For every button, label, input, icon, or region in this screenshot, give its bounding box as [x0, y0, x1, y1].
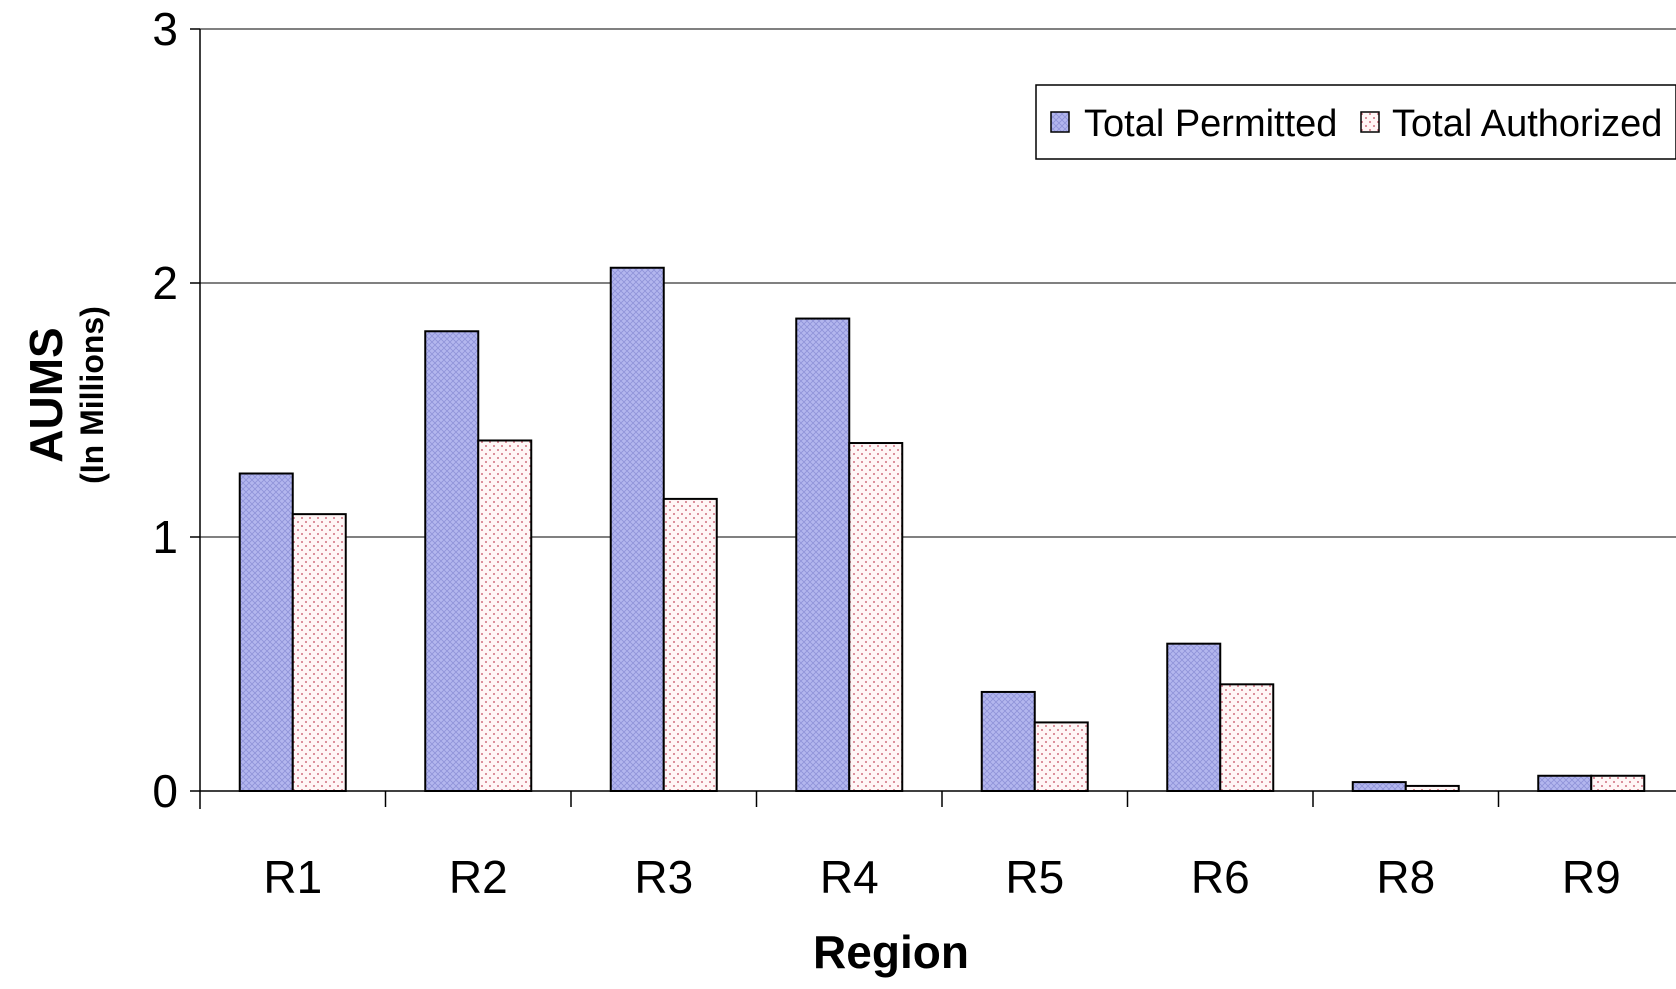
bar-total-permitted-r2 [425, 331, 478, 791]
bar-total-authorized-r4 [849, 443, 902, 791]
legend: Total Permitted Total Authorized [1036, 85, 1676, 159]
bar-total-authorized-r9 [1591, 776, 1644, 791]
bar-total-authorized-r6 [1220, 684, 1273, 791]
y-tick-label: 3 [152, 3, 178, 55]
y-tick-label: 1 [152, 511, 178, 563]
y-axis-title: AUMS [20, 327, 72, 462]
y-axis-subtitle: (In Millions) [74, 306, 110, 484]
bar-total-authorized-r5 [1035, 722, 1088, 791]
bar-total-permitted-r1 [240, 474, 293, 792]
x-tick-label: R2 [449, 851, 508, 903]
x-axis-title: Region [813, 926, 969, 978]
bar-total-permitted-r5 [982, 692, 1035, 791]
bar-total-authorized-r2 [478, 440, 531, 791]
bar-total-authorized-r1 [293, 514, 346, 791]
bar-total-permitted-r3 [611, 268, 664, 791]
bar-total-permitted-r4 [796, 319, 849, 791]
bar-total-authorized-r3 [664, 499, 717, 791]
bars [240, 268, 1645, 791]
legend-swatch-authorized [1361, 112, 1379, 132]
x-tick-label: R9 [1562, 851, 1621, 903]
y-tick-label: 0 [152, 765, 178, 817]
legend-label-authorized: Total Authorized [1392, 103, 1662, 145]
bar-total-permitted-r8 [1353, 782, 1406, 791]
x-tick-label: R4 [820, 851, 879, 903]
x-tick-label: R3 [634, 851, 693, 903]
bar-total-permitted-r9 [1538, 776, 1591, 791]
legend-swatch-permitted [1051, 112, 1069, 132]
y-tick-label: 2 [152, 257, 178, 309]
bar-total-authorized-r8 [1406, 786, 1459, 791]
x-tick-label: R6 [1191, 851, 1250, 903]
x-tick-label: R1 [263, 851, 322, 903]
bar-total-permitted-r6 [1167, 644, 1220, 791]
x-tick-label: R8 [1376, 851, 1435, 903]
x-tick-label: R5 [1005, 851, 1064, 903]
legend-label-permitted: Total Permitted [1084, 103, 1337, 145]
